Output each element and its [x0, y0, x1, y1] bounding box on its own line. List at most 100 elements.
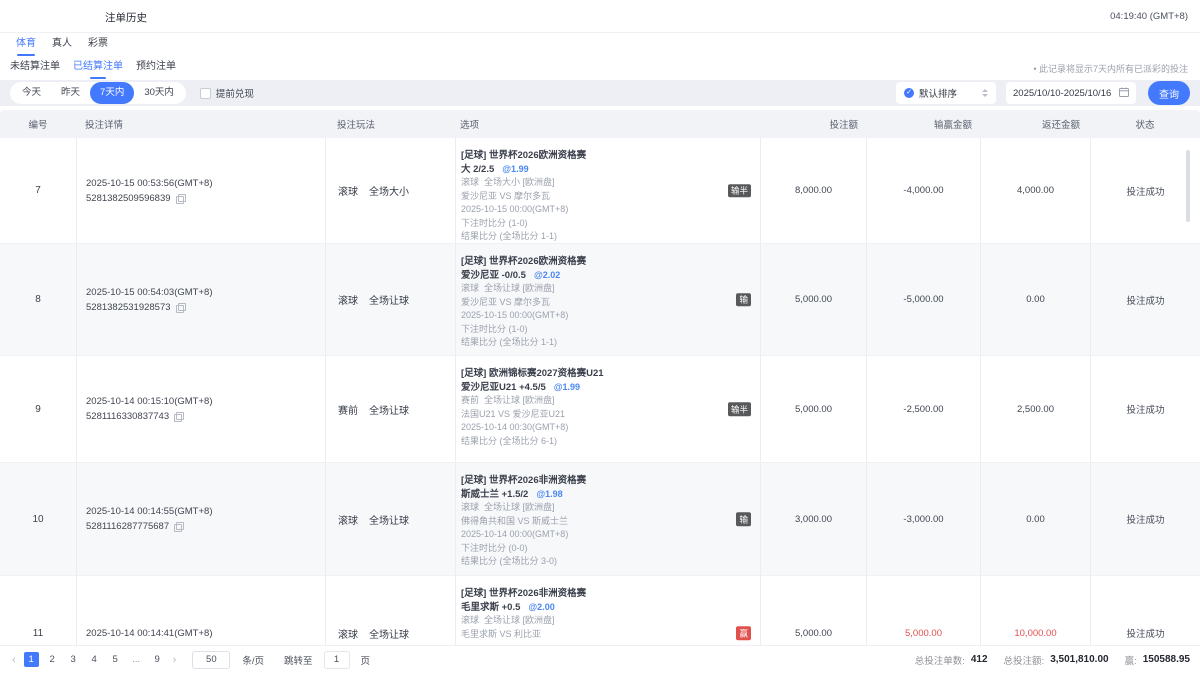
option-pick: 毛里求斯 +0.5	[461, 601, 521, 613]
copy-icon[interactable]	[174, 522, 185, 532]
play-name: 全场大小	[369, 187, 409, 198]
result-badge: 输	[736, 512, 751, 526]
top-bar: 注单历史 04:19:40 (GMT+8)	[0, 0, 1200, 33]
option-line: 结果比分 (全场比分 3-0)	[461, 556, 558, 566]
copy-icon[interactable]	[175, 302, 186, 313]
selection-cell: [足球] 欧洲锦标赛2027资格赛U21 爱沙尼亚U21 +4.5/5 @1.99 赛…	[455, 356, 760, 462]
bet-details-cell: 2025-10-15 00:53:56(GMT+8) 52813825095968…	[76, 138, 325, 243]
option-pick-line: 毛里求斯 +0.5 @2.00	[461, 601, 726, 615]
jump-page-input[interactable]: 1	[323, 650, 350, 669]
page-button[interactable]: 3	[70, 654, 76, 665]
tab-lottery[interactable]: 彩票	[88, 38, 108, 49]
play-type-cell: 赛前 全场让球	[325, 356, 455, 462]
copy-icon[interactable]	[174, 412, 185, 422]
bet-number: 10	[32, 513, 44, 525]
bet-id: 5281382531928573	[86, 301, 171, 313]
copy-icon[interactable]	[175, 193, 186, 204]
col-refund: 返还金额	[1041, 120, 1080, 131]
subtab-settled[interactable]: 已结算注单	[73, 56, 123, 80]
refund-amount: 10,000.00	[980, 576, 1090, 645]
bet-id-line: 5281382531928573	[86, 302, 325, 313]
early-cashout-checkbox[interactable]: 提前兑现	[199, 86, 254, 100]
page-button[interactable]: 5	[112, 654, 118, 665]
vertical-scrollbar[interactable]	[1186, 150, 1190, 222]
option-odds: @1.99	[553, 381, 581, 392]
option-line: 佛得角共和国 VS 斯威士兰	[461, 515, 569, 526]
date-range-picker[interactable]: 2025/10/10-2025/10/16	[1006, 82, 1136, 104]
option-line: 爱沙尼亚 VS 摩尔多瓦	[461, 190, 551, 201]
col-play-type: 投注玩法	[337, 120, 376, 131]
result-badge: 赢	[736, 626, 751, 640]
option-odds: @1.99	[502, 163, 529, 174]
option-pick: 爱沙尼亚U21 +4.5/5	[461, 381, 546, 393]
option-line: 滚球 全场让球 [欧洲盘]	[461, 615, 555, 625]
selection-cell: [足球] 世界杯2026非洲资格赛毛里求斯 +0.5 @2.00 滚球 全场让球 […	[455, 576, 760, 645]
bet-details-cell: 2025-10-14 00:15:10(GMT+8) 52811163308377…	[76, 356, 325, 462]
option-line: 法国U21 VS 爱沙尼亚U21	[461, 408, 566, 419]
play-name: 全场让球	[369, 629, 409, 641]
subtab-booked[interactable]: 预约注单	[136, 61, 176, 72]
bet-amount: 5,000.00	[760, 576, 866, 645]
pagination-prev-icon[interactable]: ‹	[12, 653, 16, 666]
jump-unit: 页	[360, 655, 371, 667]
option-line: 结果比分 (全场比分 1-1)	[461, 337, 558, 347]
check-circle-icon: ✓	[904, 88, 914, 98]
checkbox-icon[interactable]	[199, 87, 211, 99]
option-line: 下注时比分 (1-0)	[461, 217, 528, 228]
option-pick: 大 2/2.5	[461, 163, 495, 175]
option-pick-line: 爱沙尼亚U21 +4.5/5 @1.99	[461, 381, 726, 395]
bet-time: 2025-10-14 00:14:41(GMT+8)	[86, 627, 213, 639]
pagination-next-icon[interactable]: ›	[172, 653, 177, 666]
col-selection: 选项	[460, 120, 480, 131]
play-phase: 滚球	[338, 296, 358, 307]
option-odds: @2.02	[533, 269, 561, 280]
page-button[interactable]: 2	[49, 654, 55, 665]
option-league: [足球] 世界杯2026欧洲资格赛	[461, 150, 587, 161]
status-subtabs: 未结算注单 已结算注单 预约注单 • 此记录将显示7天内所有已派彩的投注	[0, 56, 1200, 80]
bet-details-cell: 2025-10-15 00:54:03(GMT+8) 52813825319285…	[76, 244, 325, 355]
tab-sports[interactable]: 体育	[16, 34, 36, 56]
table-row: 10 2025-10-14 00:14:55(GMT+8) 528111628777…	[0, 463, 1200, 576]
bet-amount: 5,000.00	[760, 356, 866, 462]
quick-range-7days[interactable]: 7天内	[90, 82, 135, 104]
option-line: 下注时比分 (1-0)	[461, 323, 528, 334]
play-name: 全场让球	[369, 405, 409, 417]
play-phase: 滚球	[338, 515, 358, 527]
quick-range-today[interactable]: 今天	[22, 87, 42, 98]
col-bet-amount: 投注额	[829, 120, 858, 131]
win-value: 150588.95	[1142, 654, 1190, 665]
win-loss-amount: -5,000.00	[866, 244, 980, 355]
page-button[interactable]: 4	[91, 654, 97, 665]
sort-select[interactable]: ✓ 默认排序	[896, 82, 996, 104]
table-body: 7 2025-10-15 00:53:56(GMT+8) 5281382509596…	[0, 138, 1200, 645]
page-button[interactable]: 1	[23, 652, 39, 667]
tab-live-casino[interactable]: 真人	[52, 38, 72, 49]
page-button[interactable]: 9	[154, 654, 160, 665]
option-line: 下注时比分 (0-0)	[461, 542, 528, 553]
selection-cell: [足球] 世界杯2026欧洲资格赛 爱沙尼亚 -0/0.5 @2.02 滚球 全场让球…	[455, 244, 760, 355]
settled-note: • 此记录将显示7天内所有已派彩的投注	[1033, 63, 1188, 74]
selection-cell: [足球] 世界杯2026非洲资格赛 斯威士兰 +1.5/2 @1.98 滚球 全场让球…	[455, 463, 760, 575]
bet-status: 投注成功	[1090, 244, 1200, 355]
search-button[interactable]: 查询	[1148, 81, 1190, 105]
bet-time: 2025-10-15 00:53:56(GMT+8)	[86, 177, 213, 189]
quick-range-yesterday[interactable]: 昨天	[61, 87, 81, 98]
refund-amount: 2,500.00	[980, 356, 1090, 462]
option-line: 2025-10-15 00:00(GMT+8)	[461, 204, 569, 214]
bet-number: 8	[35, 294, 41, 305]
footer-bar: ‹ 1 2 3 4 5... 9 › 50 条/页 跳转至 1 页 总投注单数: 412 …	[0, 645, 1200, 673]
subtab-unsettled[interactable]: 未结算注单	[10, 61, 60, 72]
bet-time: 2025-10-15 00:54:03(GMT+8)	[86, 286, 213, 298]
calendar-icon	[1119, 84, 1129, 102]
page-size-input[interactable]: 50	[192, 650, 231, 669]
table-header: 编号 投注详情 投注玩法 选项 投注额 输赢金额 返还金额 状态	[0, 110, 1200, 138]
win-loss-amount: -3,000.00	[866, 463, 980, 575]
option-league: [足球] 世界杯2026非洲资格赛	[461, 588, 587, 599]
quick-range-30days[interactable]: 30天内	[144, 87, 174, 98]
bet-status: 投注成功	[1090, 356, 1200, 462]
col-status: 状态	[1135, 120, 1155, 131]
play-name: 全场让球	[369, 515, 409, 527]
bet-number: 11	[32, 627, 44, 639]
play-phase: 赛前	[338, 405, 358, 417]
play-type-cell: 滚球 全场大小	[325, 138, 455, 243]
